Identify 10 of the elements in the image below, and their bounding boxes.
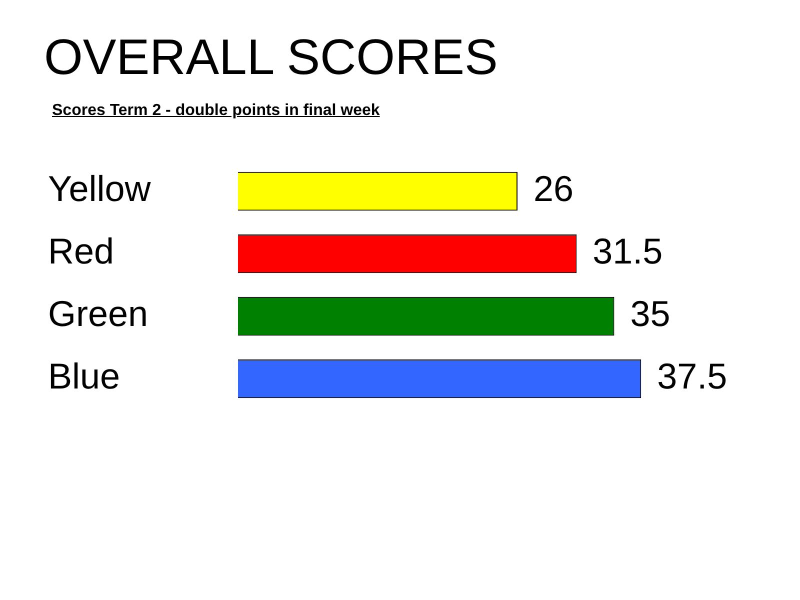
y-tick-label: Blue [48, 356, 120, 397]
y-tick-label: Green [48, 293, 148, 334]
data-label: 31.5 [592, 230, 663, 272]
y-tick-label: Yellow [48, 168, 152, 210]
data-label: 37.5 [657, 356, 728, 397]
chart-subtitle: Scores Term 2 - double points in final week [51, 102, 381, 120]
chart-title: OVERALL SCORES [43, 28, 499, 86]
y-tick-label: Red [48, 230, 114, 272]
data-label: 26 [534, 168, 574, 210]
data-label: 35 [630, 293, 670, 334]
